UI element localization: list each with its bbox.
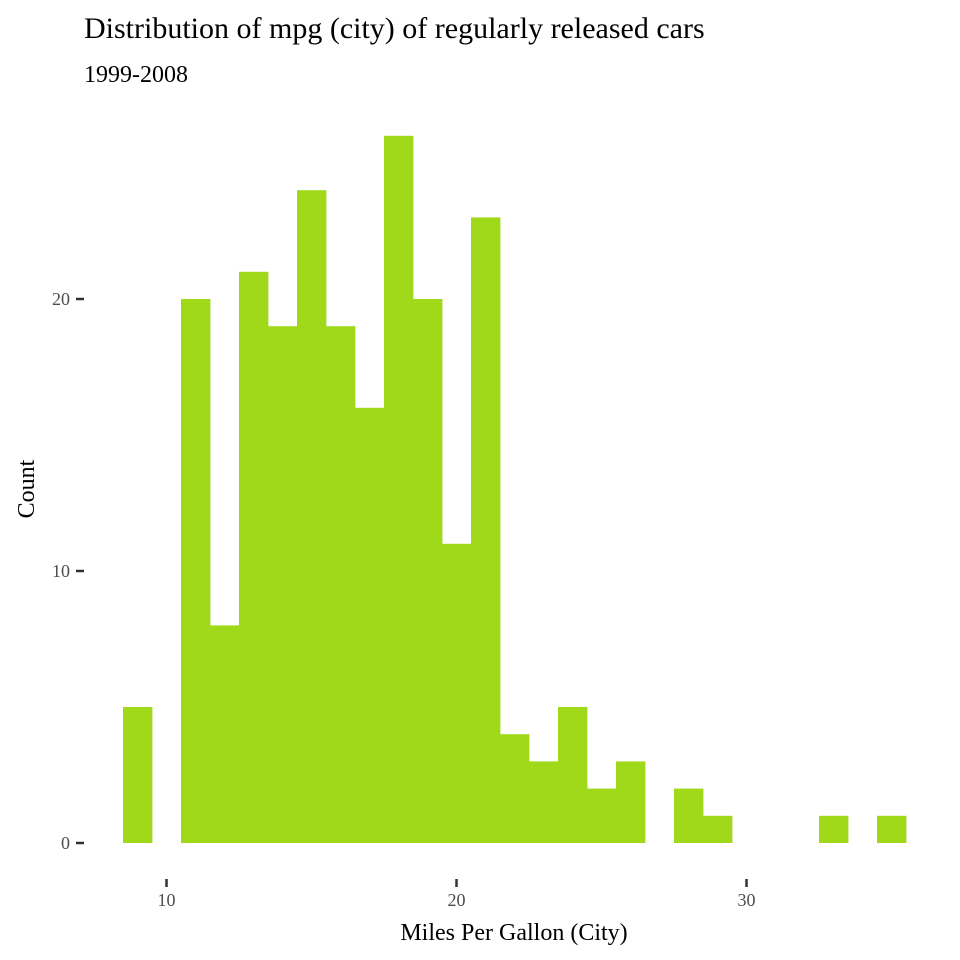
histogram-bar [703,815,733,843]
histogram-bar [616,761,646,843]
histogram-bar [877,815,907,843]
x-tick-label: 20 [448,890,466,910]
histogram-bar [326,326,356,843]
x-tick-label: 10 [158,890,176,910]
histogram-bar [268,326,298,843]
histogram-bar [355,407,385,843]
chart-title: Distribution of mpg (city) of regularly … [84,12,705,45]
y-tick-label: 20 [52,289,70,309]
histogram-bar [384,135,414,844]
y-axis-title: Count [14,459,40,518]
y-tick-label: 0 [61,833,70,853]
histogram-bar [500,734,530,843]
x-tick-label: 30 [738,890,756,910]
histogram-bar [471,217,501,843]
histogram-bar [210,625,240,843]
bars-group [123,135,907,844]
histogram-bar [529,761,559,843]
histogram-bar [297,190,327,843]
histogram-bar [181,299,211,843]
histogram-bar [819,815,849,843]
histogram-bar [558,707,588,843]
histogram-bar [587,788,617,843]
x-axis: 10 20 30 [158,879,756,910]
histogram-bar [413,299,443,843]
chart-subtitle: 1999-2008 [84,62,188,88]
y-tick-label: 10 [52,561,70,581]
histogram-bar [442,543,472,843]
histogram-bar [674,788,704,843]
y-axis: 0 10 20 [52,289,84,853]
histogram-bar [123,707,153,843]
x-axis-title: Miles Per Gallon (City) [400,920,627,946]
histogram-bar [239,271,269,843]
